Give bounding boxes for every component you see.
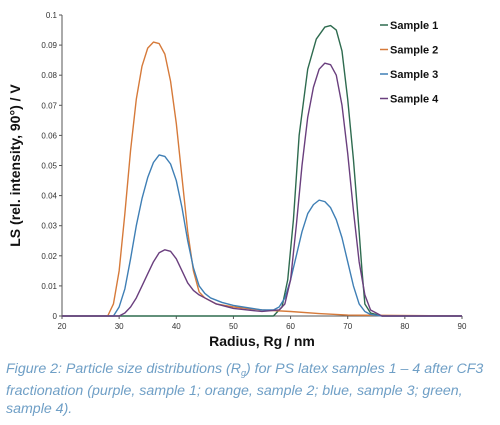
y-tick-label: 0.04 — [41, 192, 57, 201]
y-tick-label: 0.07 — [41, 101, 57, 110]
y-tick-label: 0.03 — [41, 222, 57, 231]
y-tick-label: 0.01 — [41, 282, 57, 291]
y-tick-label: 0.08 — [41, 71, 57, 80]
series-line-2 — [62, 41, 463, 317]
legend-label-2: Sample 2 — [390, 45, 438, 57]
x-axis-label: Radius, Rg / nm — [209, 333, 315, 349]
x-tick-label: 30 — [115, 322, 124, 331]
x-tick-label: 40 — [172, 322, 181, 331]
x-tick-label: 90 — [458, 322, 467, 331]
series-line-1 — [62, 24, 462, 317]
y-tick-label: 0.06 — [41, 131, 57, 140]
axes — [59, 14, 463, 319]
x-tick-label: 50 — [229, 322, 238, 331]
legend: Sample 1 Sample 2 Sample 3 Sample 4 — [380, 20, 439, 106]
x-tick-label: 60 — [286, 322, 295, 331]
x-tick-label: 20 — [58, 322, 67, 331]
legend-label-1: Sample 1 — [390, 20, 438, 32]
series-lines — [62, 24, 463, 317]
figure-caption: Figure 2: Particle size distributions (R… — [6, 360, 496, 418]
legend-label-3: Sample 3 — [390, 69, 438, 81]
series-line-3 — [62, 154, 462, 317]
y-tick-label: 0.09 — [41, 41, 57, 50]
x-tick-label: 80 — [400, 322, 409, 331]
y-tick-label: 0.05 — [41, 162, 57, 171]
y-tick-label: 0 — [53, 312, 58, 321]
caption-part-2: ) for PS latex samples 1 – 4 after CF3 f… — [6, 361, 484, 417]
y-axis-label: LS (rel. intensity, 90°) / V — [7, 84, 23, 247]
x-tick-label: 70 — [343, 322, 352, 331]
series-line-4 — [62, 62, 462, 317]
y-tick-label: 0.02 — [41, 252, 57, 261]
caption-subscript: g — [240, 368, 246, 378]
y-tick-label: 0.1 — [46, 11, 58, 20]
caption-part-1: Figure 2: Particle size distributions (R — [6, 361, 241, 377]
legend-label-4: Sample 4 — [390, 94, 439, 106]
tick-labels: 20 30 40 50 60 70 80 90 0 0.01 0.02 0.03 0.04 0.05 0.0… — [41, 11, 467, 331]
chart: 20 30 40 50 60 70 80 90 0 0.01 0.02 0.03 0.04 0.05 0.0… — [7, 11, 467, 349]
